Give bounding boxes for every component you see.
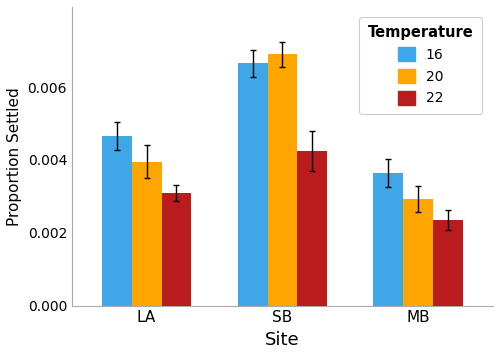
Bar — [102, 136, 132, 306]
Bar — [298, 151, 328, 306]
Bar — [434, 220, 463, 306]
X-axis label: Site: Site — [265, 331, 300, 349]
Bar — [132, 162, 162, 306]
Legend: 16, 20, 22: 16, 20, 22 — [360, 17, 482, 114]
Bar — [404, 199, 434, 306]
Y-axis label: Proportion Settled: Proportion Settled — [7, 87, 22, 226]
Bar — [238, 63, 268, 306]
Bar — [268, 54, 298, 306]
Bar — [162, 193, 192, 306]
Bar — [374, 173, 404, 306]
